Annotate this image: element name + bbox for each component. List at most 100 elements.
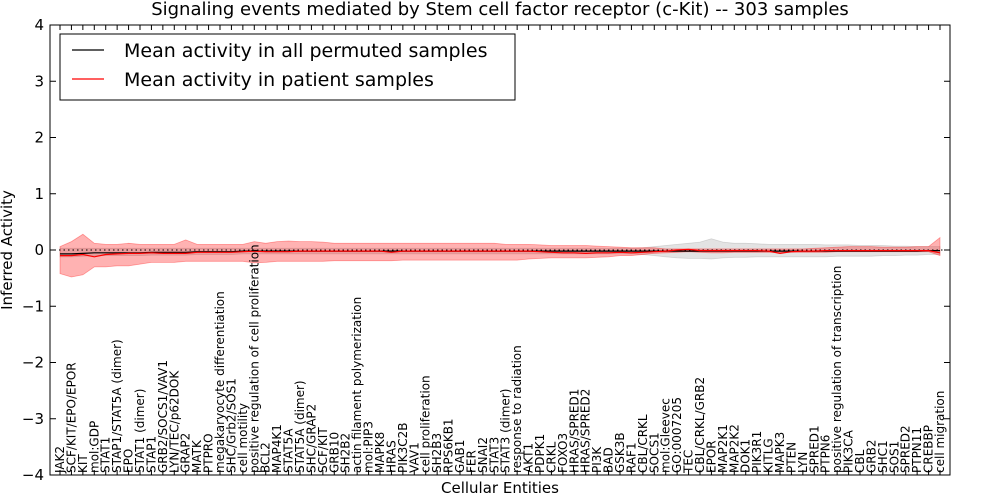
x-tick-label: SH2B2 <box>339 433 353 473</box>
x-tick-label: mol:Gleevec <box>659 398 673 473</box>
y-tick-label: −1 <box>22 297 44 315</box>
x-tick-label: PTPRO <box>202 433 216 473</box>
legend: Mean activity in all permuted samples Mea… <box>59 33 516 101</box>
x-tick-label: STAT5A <box>282 428 296 473</box>
legend-label-2: Mean activity in patient samples <box>124 69 434 91</box>
x-tick-label: mol:PIP3 <box>362 421 376 473</box>
x-tick-label: GSK3B <box>613 432 627 473</box>
x-tick-label: RAF1 <box>624 442 638 473</box>
x-tick-label: HRAS/SPRED2 <box>579 389 593 473</box>
x-tick-label: GRB10 <box>327 432 341 473</box>
x-tick-label: AKT1 <box>522 443 536 473</box>
x-tick-label: CRKL <box>544 441 558 473</box>
x-tick-label: SPRED1 <box>807 425 821 473</box>
x-tick-label: STAT5A (dimer) <box>293 380 307 473</box>
x-tick-label: EPOR <box>704 440 718 473</box>
x-tick-label: PIK3CA <box>842 429 856 473</box>
series-lines <box>60 248 941 258</box>
x-tick-label: KITLG <box>762 438 776 473</box>
x-tick-label: SCF/KIT/EPO/EPOR <box>64 362 78 473</box>
x-tick-label: STAT1 (dimer) <box>133 389 147 473</box>
x-tick-label: JAK2 <box>53 446 67 474</box>
x-tick-label: DOK1 <box>739 439 753 473</box>
x-tick-label: GRB2/SOCS1/VAV1 <box>156 360 170 473</box>
y-tick-label: 4 <box>34 16 44 34</box>
legend-box <box>59 33 516 101</box>
x-tick-label: GO:0007205 <box>670 397 684 473</box>
x-tick-label: FER <box>464 450 478 473</box>
x-tick-label: MAP2K2 <box>727 424 741 473</box>
x-tick-label: KIT <box>76 454 90 473</box>
x-tick-label: SH2B3 <box>430 433 444 473</box>
x-tick-label: RPS6KB1 <box>442 418 456 473</box>
x-tick-label: STAP1 <box>144 436 158 473</box>
x-tick-label: mol:GDP <box>87 421 101 473</box>
y-tick-label: 2 <box>34 129 44 147</box>
x-tick-label: SHC/GRAP2 <box>304 404 318 473</box>
y-axis-label: Inferred Activity <box>0 190 16 310</box>
x-tick-label: BAD <box>602 447 616 473</box>
x-tick-label: cell proliferation <box>419 375 433 473</box>
x-tick-label: STAP1/STAT5A (dimer) <box>110 339 124 473</box>
x-tick-label: STAT1 <box>99 437 113 473</box>
chart-title: Signaling events mediated by Stem cell f… <box>151 0 849 20</box>
legend-label-1: Mean activity in all permuted samples <box>124 40 487 62</box>
x-tick-label: MAP2K1 <box>716 424 730 473</box>
x-tick-label: response to radiation <box>510 345 524 473</box>
y-tick-label: 1 <box>34 185 44 203</box>
x-tick-label: positive regulation of cell proliferatio… <box>247 244 261 473</box>
x-tick-label: SCF/KIT <box>316 427 330 473</box>
x-tick-label: megakaryocyte differentiation <box>213 291 227 473</box>
x-tick-label: SHC1 <box>876 440 890 473</box>
x-tick-label: CBL/CRKL <box>636 414 650 473</box>
series-line-2 <box>60 248 941 258</box>
x-tick-label: GAB1 <box>453 440 467 473</box>
x-tick-label: STAT3 (dimer) <box>499 389 513 473</box>
y-tick-label: −2 <box>22 354 44 372</box>
x-tick-label: actin filament polymerization <box>350 297 364 473</box>
x-tick-label: FOXO3 <box>556 433 570 473</box>
x-tick-label: CREBBP <box>922 425 936 473</box>
x-tick-label: HRAS/SPRED1 <box>567 389 581 473</box>
x-tick-label: CBL/CRKL/GRB2 <box>693 377 707 473</box>
y-tick-label: −4 <box>22 466 44 484</box>
confidence-bands <box>59 233 941 278</box>
x-tick-label: cell migration <box>933 391 947 473</box>
x-tick-label: SPRED2 <box>899 425 913 473</box>
x-tick-label: SOS1 <box>887 441 901 473</box>
x-tick-label: SNAI2 <box>476 437 490 473</box>
x-tick-label: positive regulation of transcription <box>830 266 844 473</box>
x-tick-label: SHC/Grb2/SOS1 <box>224 378 238 473</box>
x-tick-label: PTPN11 <box>910 427 924 473</box>
x-tick-label: PIK3R1 <box>750 431 764 473</box>
confidence-band-2 <box>59 233 941 278</box>
y-axis: −4 −3 −2 −1 0 1 2 3 4 <box>22 16 950 484</box>
x-tick-label: BCL2 <box>259 442 273 473</box>
x-tick-label: PI3K <box>590 446 604 473</box>
x-tick-label: LYN <box>796 452 810 473</box>
y-tick-label: 0 <box>34 241 44 259</box>
x-tick-label: CBL <box>853 449 867 473</box>
y-tick-label: −3 <box>22 410 44 428</box>
x-tick-label: EPO <box>122 449 136 473</box>
x-tick-label: PTPN6 <box>819 435 833 473</box>
x-tick-label: PIK3C2B <box>396 422 410 473</box>
x-tick-label: SOCS1 <box>647 432 661 473</box>
x-tick-label: TEC <box>682 450 696 474</box>
x-tick-label: GRB2 <box>864 439 878 473</box>
confidence-band-1 <box>59 238 941 260</box>
y-tick-label: 3 <box>34 72 44 90</box>
x-tick-label: HRAS <box>384 440 398 473</box>
x-tick-label: GRAP2 <box>179 433 193 473</box>
x-tick-label: STAT3 <box>487 437 501 473</box>
x-tick-label: VAV1 <box>407 442 421 473</box>
x-tick-label: PDPK1 <box>533 434 547 473</box>
x-tick-label: LYN/TEC/p62DOK <box>167 370 181 473</box>
x-axis-label: Cellular Entities <box>441 479 559 497</box>
x-tick-label: MAP4K1 <box>270 424 284 473</box>
x-tick-label: cell motility <box>236 403 250 473</box>
x-tick-label: MAPK3 <box>773 432 787 473</box>
x-tick-label: MATK <box>190 439 204 473</box>
